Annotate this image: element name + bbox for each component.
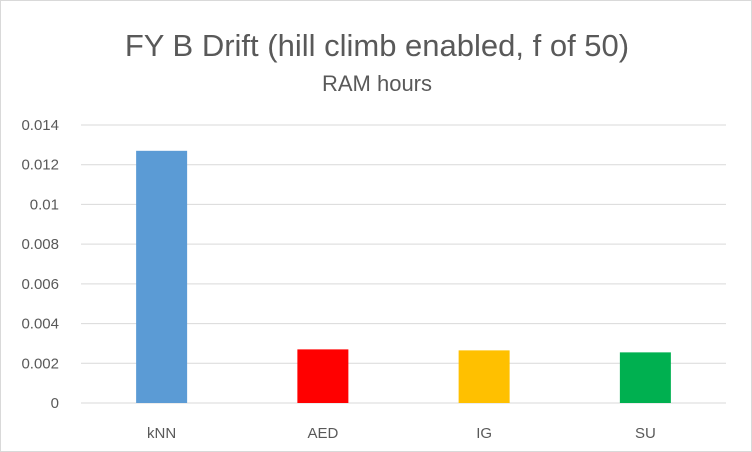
bar-ig (458, 350, 510, 403)
bar-su (619, 352, 671, 403)
y-tick-label: 0.004 (21, 316, 59, 333)
x-tick-label: SU (635, 425, 656, 442)
y-tick-label: 0.01 (30, 196, 59, 213)
gridlines (81, 124, 726, 404)
y-tick-label: 0 (51, 395, 59, 412)
y-tick-label: 0.014 (21, 117, 59, 134)
x-tick-label: kNN (147, 425, 176, 442)
bar-aed (297, 349, 349, 403)
chart-subtitle: RAM hours (322, 71, 432, 96)
y-tick-label: 0.002 (21, 355, 59, 372)
y-tick-label: 0.006 (21, 276, 59, 293)
x-axis-ticks: kNN AED IG SU (147, 425, 656, 442)
y-tick-label: 0.008 (21, 236, 59, 253)
x-tick-label: AED (307, 425, 338, 442)
chart-title: FY B Drift (hill climb enabled, f of 50) (125, 28, 629, 63)
y-axis-ticks: 0 0.002 0.004 0.006 0.008 0.01 0.012 0.014 (21, 117, 59, 412)
x-tick-label: IG (476, 425, 492, 442)
y-tick-label: 0.012 (21, 157, 59, 174)
bar-knn (136, 150, 188, 403)
bars (136, 150, 671, 403)
